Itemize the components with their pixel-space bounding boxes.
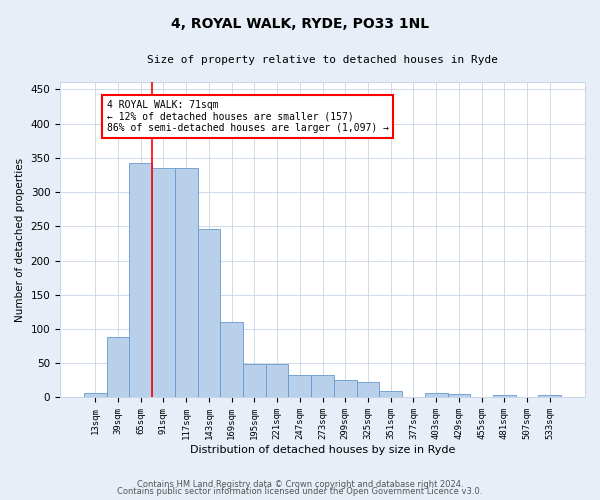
Text: 4 ROYAL WALK: 71sqm
← 12% of detached houses are smaller (157)
86% of semi-detac: 4 ROYAL WALK: 71sqm ← 12% of detached ho… — [107, 100, 389, 133]
Y-axis label: Number of detached properties: Number of detached properties — [15, 158, 25, 322]
Bar — [448, 394, 470, 398]
Text: Contains public sector information licensed under the Open Government Licence v3: Contains public sector information licen… — [118, 488, 482, 496]
Bar — [220, 322, 243, 398]
Bar — [289, 375, 311, 398]
Bar — [334, 380, 356, 398]
Bar — [356, 382, 379, 398]
Bar — [425, 394, 448, 398]
Bar — [84, 392, 107, 398]
Bar — [130, 164, 152, 398]
X-axis label: Distribution of detached houses by size in Ryde: Distribution of detached houses by size … — [190, 445, 455, 455]
Bar — [152, 168, 175, 398]
Text: Contains HM Land Registry data © Crown copyright and database right 2024.: Contains HM Land Registry data © Crown c… — [137, 480, 463, 489]
Bar — [175, 168, 197, 398]
Bar — [311, 375, 334, 398]
Bar — [379, 390, 402, 398]
Title: Size of property relative to detached houses in Ryde: Size of property relative to detached ho… — [147, 55, 498, 65]
Bar — [538, 394, 561, 398]
Bar — [493, 394, 515, 398]
Bar — [266, 364, 289, 398]
Text: 4, ROYAL WALK, RYDE, PO33 1NL: 4, ROYAL WALK, RYDE, PO33 1NL — [171, 18, 429, 32]
Bar — [197, 229, 220, 398]
Bar — [243, 364, 266, 398]
Bar — [107, 337, 130, 398]
